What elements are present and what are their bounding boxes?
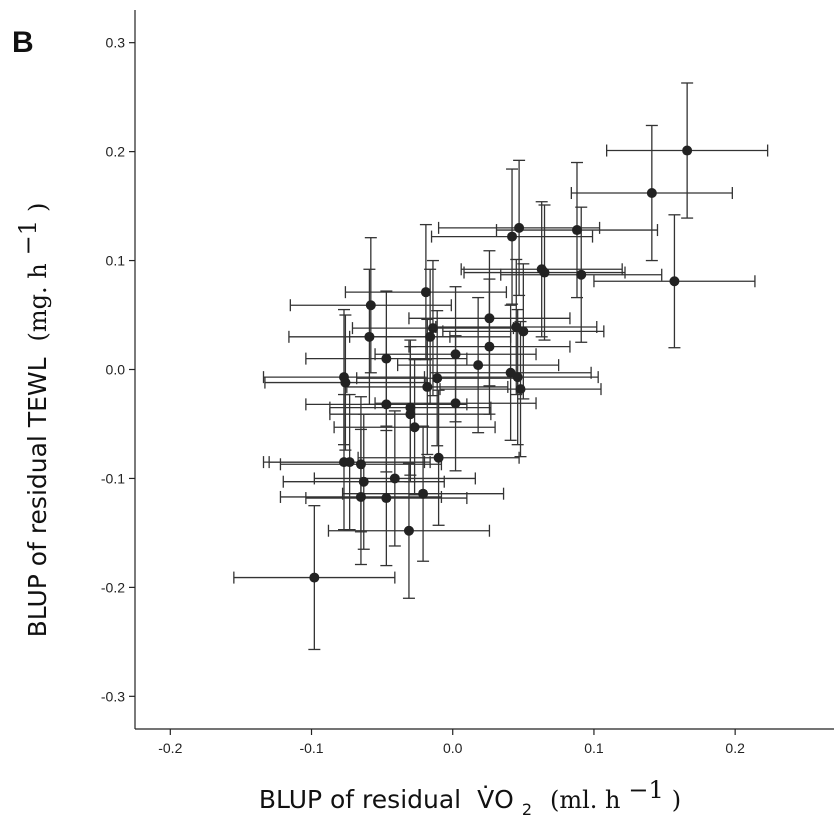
data-point <box>338 457 349 468</box>
data-point <box>364 331 375 342</box>
data-point <box>450 398 461 409</box>
data-point <box>646 188 657 199</box>
y-tick-label: 0.3 <box>106 35 126 51</box>
data-point <box>358 476 369 487</box>
data-point <box>381 353 392 364</box>
data-point <box>507 231 518 242</box>
data-point <box>422 381 433 392</box>
data-point <box>576 269 587 280</box>
data-point <box>389 473 400 484</box>
y-tick-label: 0.2 <box>106 144 126 160</box>
data-point <box>512 372 523 383</box>
data-point <box>433 452 444 463</box>
data-point <box>514 222 525 233</box>
panel-label: B <box>12 26 34 59</box>
y-tick-label: 0.0 <box>106 362 126 378</box>
data-point <box>571 225 582 236</box>
data-point <box>403 525 414 536</box>
y-axis: -0.3 -0.2 -0.1 0.0 0.1 0.2 0.3 <box>101 10 136 729</box>
error-bars <box>233 82 769 651</box>
x-axis-label-variable: V̇O <box>477 785 514 814</box>
data-point <box>355 459 366 470</box>
x-axis-label-close: ) <box>672 786 681 814</box>
data-point <box>340 377 351 388</box>
data-point <box>418 488 429 499</box>
data-point <box>405 409 416 420</box>
data-point <box>484 313 495 324</box>
x-tick-label: 0.2 <box>725 740 745 756</box>
data-point <box>355 491 366 502</box>
data-point <box>536 264 547 275</box>
data-point <box>381 493 392 504</box>
x-axis-label-exponent: −1 <box>628 776 663 804</box>
data-point <box>427 323 438 334</box>
data-point <box>365 300 376 311</box>
x-axis-label: BLUP of residual V̇O 2 (ml. h −1 ) <box>259 775 681 821</box>
x-axis-label-main: BLUP of residual <box>259 785 461 814</box>
data-point <box>420 287 431 298</box>
x-axis-label-subscript: 2 <box>522 800 532 819</box>
y-axis-label-main: BLUP of residual TEWL <box>23 357 52 637</box>
data-point <box>309 572 320 583</box>
data-point <box>450 349 461 360</box>
y-axis-label-units: (mg. h <box>24 263 52 341</box>
y-tick-label: -0.1 <box>101 470 125 486</box>
x-axis: -0.2 -0.1 0.0 0.1 0.2 <box>135 728 834 756</box>
data-point <box>682 145 693 156</box>
data-point <box>425 331 436 342</box>
data-point <box>432 373 443 384</box>
y-axis-label-exponent: −1 <box>14 220 42 255</box>
data-point <box>409 422 420 433</box>
y-tick-label: 0.1 <box>106 253 126 269</box>
y-axis-label-close: ) <box>24 203 52 212</box>
x-tick-label: -0.2 <box>158 740 182 756</box>
data-points <box>309 145 693 583</box>
y-tick-label: -0.3 <box>101 688 125 704</box>
data-point <box>473 360 484 371</box>
x-tick-label: -0.1 <box>299 740 323 756</box>
data-point <box>511 322 522 333</box>
x-tick-label: 0.0 <box>443 740 463 756</box>
x-axis-label-units: (ml. h <box>550 786 621 814</box>
data-point <box>484 341 495 352</box>
data-point <box>669 276 680 287</box>
y-axis-label: BLUP of residual TEWL (mg. h −1 ) <box>13 203 52 638</box>
data-point <box>381 399 392 410</box>
data-point <box>515 384 526 395</box>
y-tick-label: -0.2 <box>101 579 125 595</box>
x-tick-label: 0.1 <box>584 740 604 756</box>
